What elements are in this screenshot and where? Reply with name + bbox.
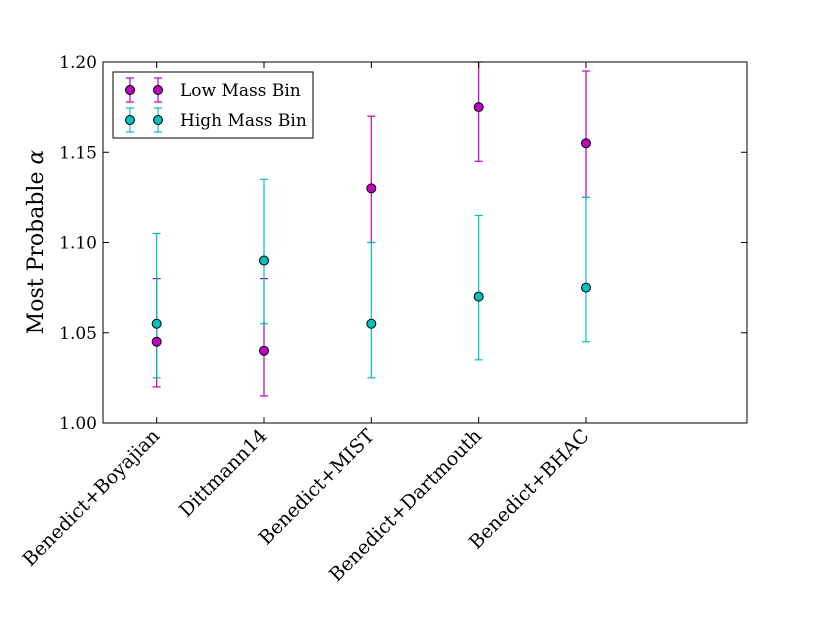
data-point bbox=[473, 291, 484, 302]
legend-marker bbox=[153, 115, 163, 125]
x-tick-label: Benedict+Boyajian bbox=[18, 425, 164, 571]
data-point bbox=[473, 102, 484, 113]
x-tick-label: Benedict+MIST bbox=[255, 425, 380, 550]
legend-marker bbox=[125, 115, 135, 125]
y-axis-label-symbol: α bbox=[24, 150, 49, 165]
y-tick-label: 1.00 bbox=[59, 414, 97, 434]
legend: Low Mass Bin High Mass Bin bbox=[112, 71, 314, 139]
plot-frame bbox=[102, 61, 748, 424]
legend-entry-high-mass: High Mass Bin bbox=[125, 107, 307, 133]
y-axis-label: Most Probable α bbox=[24, 150, 49, 335]
data-point bbox=[259, 255, 269, 266]
legend-label: Low Mass Bin bbox=[180, 81, 301, 101]
legend-marker bbox=[153, 85, 163, 95]
y-tick-label: 1.10 bbox=[59, 234, 97, 254]
data-point bbox=[151, 336, 162, 347]
data-point bbox=[581, 282, 591, 293]
legend-entry-low-mass: Low Mass Bin bbox=[125, 77, 301, 103]
y-tick-label: 1.15 bbox=[59, 143, 97, 163]
x-tick-label: Benedict+BHAC bbox=[465, 425, 594, 554]
series-high-mass bbox=[152, 178, 590, 379]
markers-low-mass bbox=[151, 102, 591, 356]
legend-label: High Mass Bin bbox=[180, 111, 307, 131]
plot-area bbox=[151, 61, 591, 397]
markers-high-mass bbox=[151, 255, 591, 329]
legend-marker bbox=[125, 85, 135, 95]
data-point bbox=[259, 345, 269, 356]
data-point bbox=[581, 138, 591, 149]
y-tick-label: 1.20 bbox=[59, 53, 97, 73]
legend-frame bbox=[112, 71, 314, 139]
data-point bbox=[151, 318, 162, 329]
x-tick-label: Dittmann14 bbox=[175, 425, 272, 522]
y-tick-label: 1.05 bbox=[59, 324, 97, 344]
data-point bbox=[366, 183, 377, 194]
data-point bbox=[366, 318, 377, 329]
